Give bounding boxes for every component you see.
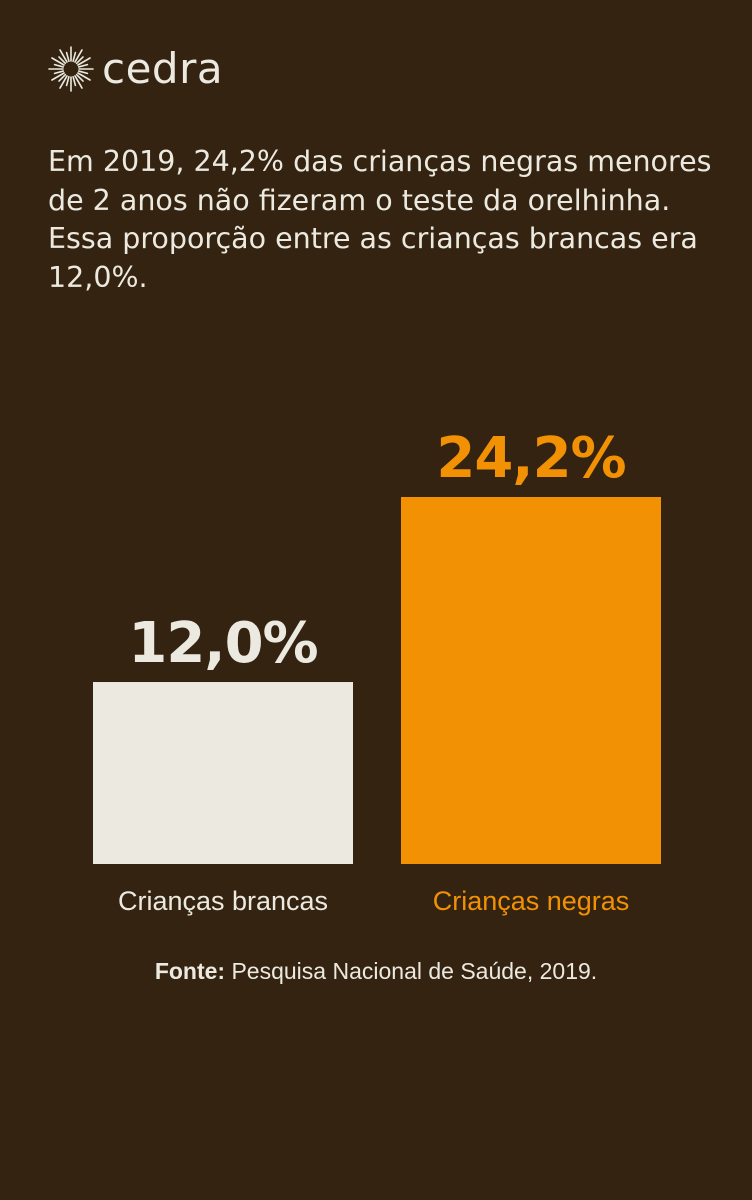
bar-criancas-brancas (93, 682, 353, 864)
brand-logo: cedra (48, 44, 223, 94)
logo-ray (59, 49, 68, 63)
source-label: Fonte: (154, 958, 226, 984)
category-label: Crianças brancas (118, 886, 328, 916)
logo-ray (58, 56, 67, 65)
category-label: Crianças negras (433, 886, 630, 916)
logo-ray (72, 51, 77, 63)
sunburst-logo-icon (48, 46, 94, 92)
logo-ray (72, 75, 77, 87)
logo-ray (75, 56, 84, 65)
logo-ray (74, 49, 83, 63)
source-note: Fonte: Pesquisa Nacional de Saúde, 2019. (0, 956, 752, 986)
value-label: 12,0% (128, 611, 317, 676)
logo-ray (74, 75, 83, 89)
logo-ray (53, 63, 65, 68)
logo-ray (58, 73, 67, 82)
intro-text: Em 2019, 24,2% das crianças negras menor… (48, 145, 712, 294)
source-text: Pesquisa Nacional de Saúde, 2019. (231, 958, 598, 984)
logo-ray (77, 72, 91, 81)
logo-ray (59, 75, 68, 89)
logo-ray (53, 70, 65, 75)
logo-ray (75, 73, 84, 82)
logo-ray (77, 63, 89, 68)
brand-name: cedra (102, 44, 224, 93)
logo-ray (51, 72, 65, 81)
logo-ray (77, 57, 91, 66)
logo-ray (77, 70, 89, 75)
logo-ray (65, 51, 70, 63)
bar-criancas-negras (401, 497, 661, 864)
value-label: 24,2% (436, 426, 625, 491)
logo-ray (65, 75, 70, 87)
logo-ray (51, 57, 65, 66)
bar-chart: 12,0% Crianças brancas 24,2% Crianças negra… (93, 426, 661, 916)
